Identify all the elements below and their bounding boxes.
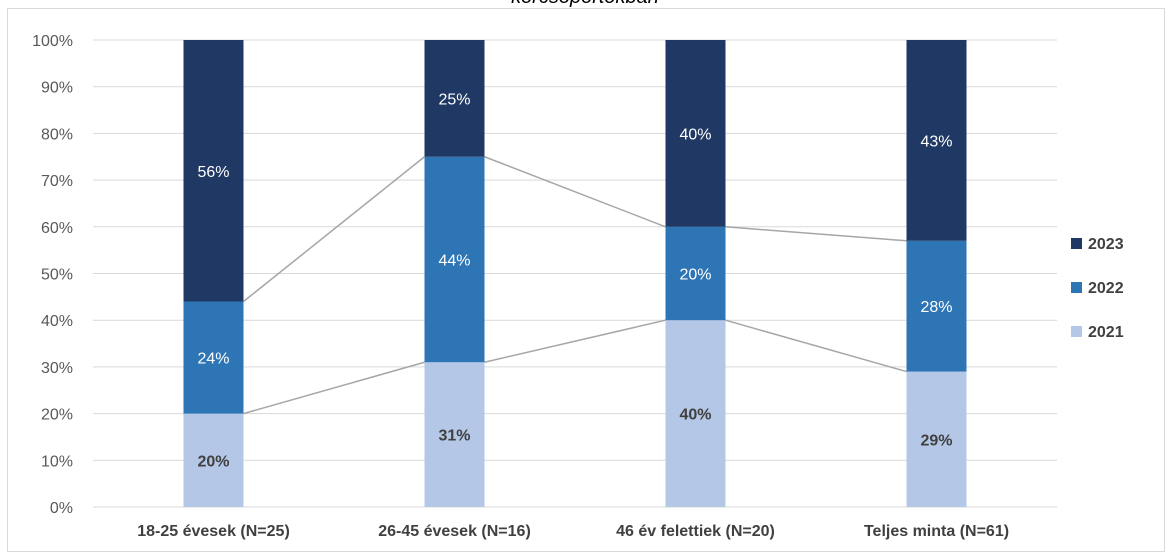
x-category-label: 18-25 évesek (N=25) bbox=[137, 523, 290, 540]
data-label: 25% bbox=[438, 91, 470, 108]
data-label: 56% bbox=[197, 164, 229, 181]
y-tick-label: 90% bbox=[41, 80, 73, 97]
x-category-label: 46 év felettiek (N=20) bbox=[616, 523, 775, 540]
data-label: 20% bbox=[197, 453, 229, 470]
series-line bbox=[243, 156, 425, 303]
bar-segment-2023 bbox=[183, 40, 244, 302]
legend-swatch bbox=[1071, 282, 1082, 293]
x-category-label: 26-45 évesek (N=16) bbox=[378, 523, 531, 540]
data-label: 40% bbox=[679, 407, 711, 424]
y-tick-label: 30% bbox=[41, 360, 73, 377]
legend-swatch bbox=[1071, 238, 1082, 249]
bar-segment-2022 bbox=[183, 301, 244, 414]
data-label: 20% bbox=[679, 267, 711, 284]
y-tick-label: 50% bbox=[41, 267, 73, 284]
bar-segment-2023 bbox=[424, 40, 485, 157]
data-label: 24% bbox=[197, 351, 229, 368]
bar-segment-2022 bbox=[906, 240, 967, 372]
y-tick-label: 60% bbox=[41, 220, 73, 237]
bar-segment-2021 bbox=[424, 362, 485, 507]
y-tick-label: 80% bbox=[41, 126, 73, 143]
legend-label: 2021 bbox=[1088, 324, 1124, 341]
bar-segment-2023 bbox=[906, 40, 967, 241]
bar-segment-2021 bbox=[906, 371, 967, 507]
y-tick-label: 70% bbox=[41, 173, 73, 190]
bar-segment-2022 bbox=[665, 226, 726, 321]
y-tick-label: 0% bbox=[50, 500, 73, 517]
y-tick-label: 100% bbox=[32, 33, 73, 50]
legend-label: 2023 bbox=[1088, 236, 1124, 253]
chart-title: korcsoportokban bbox=[0, 0, 1170, 9]
series-line bbox=[725, 226, 907, 242]
y-tick-label: 20% bbox=[41, 407, 73, 424]
bar-segment-2023 bbox=[665, 40, 726, 227]
bar-segment-2021 bbox=[183, 413, 244, 507]
series-line bbox=[243, 361, 425, 415]
series-line bbox=[725, 319, 907, 373]
bar-segment-2022 bbox=[424, 156, 485, 363]
legend-swatch bbox=[1071, 326, 1082, 337]
series-line bbox=[484, 319, 666, 363]
data-label: 29% bbox=[920, 432, 952, 449]
series-line bbox=[484, 156, 666, 228]
data-label: 44% bbox=[438, 252, 470, 269]
data-label: 31% bbox=[438, 428, 470, 445]
bar-segment-2021 bbox=[665, 320, 726, 507]
data-label: 28% bbox=[920, 299, 952, 316]
legend-label: 2022 bbox=[1088, 280, 1124, 297]
x-category-label: Teljes minta (N=61) bbox=[864, 523, 1009, 540]
data-label: 43% bbox=[920, 133, 952, 150]
y-tick-label: 10% bbox=[41, 453, 73, 470]
y-tick-label: 40% bbox=[41, 313, 73, 330]
data-label: 40% bbox=[679, 126, 711, 143]
